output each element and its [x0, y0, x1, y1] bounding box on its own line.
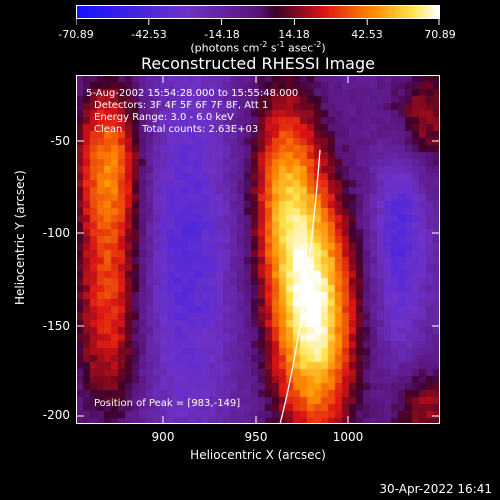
solar-limb	[279, 149, 321, 424]
energy-range: Energy Range: 3.0 - 6.0 keV	[94, 112, 234, 123]
colorbar-units: (photons cm-2 s-1 asec-2)	[190, 40, 326, 55]
plot-frame	[76, 75, 440, 424]
colorbar-tick-label: 70.89	[424, 28, 456, 41]
time-range: 5-Aug-2002 15:54:28.000 to 15:55:48.000	[86, 88, 299, 99]
colorbar-tick-label: -42.53	[131, 28, 167, 41]
colorbar-tick-label: -70.89	[58, 28, 94, 41]
colorbar-ticks	[76, 19, 440, 25]
x-axis-title: Heliocentric X (arcsec)	[190, 448, 326, 462]
plot-title: Reconstructed RHESSI Image	[141, 54, 375, 73]
y-tick-label: -150	[42, 319, 70, 333]
colorbar	[76, 5, 440, 19]
colorbar-tick-label: 42.53	[351, 28, 383, 41]
colorbar-tick-label: 14.18	[278, 28, 310, 41]
rhessi-image	[76, 75, 440, 424]
timestamp: 30-Apr-2022 16:41	[379, 482, 492, 496]
total-counts: Total counts: 2.63E+03	[142, 124, 259, 135]
y-tick-label: -50	[50, 134, 70, 148]
colorbar-tick-label: -14.18	[204, 28, 240, 41]
y-tick-label: -100	[42, 226, 70, 240]
x-tick-label: 950	[244, 430, 268, 444]
y-tick-label: -200	[42, 408, 70, 422]
y-axis-title: Heliocentric Y (arcsec)	[13, 170, 27, 305]
x-tick-label: 1000	[332, 430, 364, 444]
peak-position: Position of Peak = [983,-149]	[94, 398, 241, 409]
x-tick-label: 900	[151, 430, 175, 444]
detectors-info: Detectors: 3F 4F 5F 6F 7F 8F, Att 1	[94, 100, 269, 111]
clean-label: Clean	[94, 124, 123, 135]
